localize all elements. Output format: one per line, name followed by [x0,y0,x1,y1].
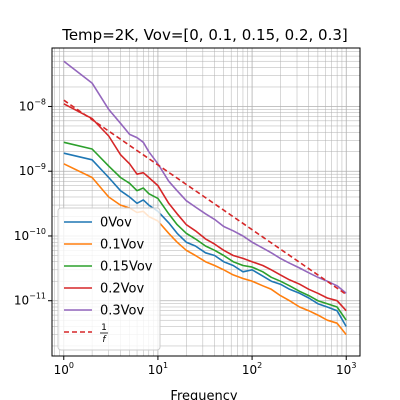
legend-label-2: 0.15Vov [100,260,153,275]
legend: 0Vov 0.1Vov 0.15Vov 0.2Vov 0.3Vov 1 f [57,207,161,351]
x-tick-label: 103 [336,361,356,377]
plot-frame [51,47,361,357]
series-line-2 [63,141,347,321]
plot-lines [63,60,347,336]
series-line-3 [63,103,347,312]
chart-title: Temp=2K, Vov=[0, 0.1, 0.15, 0.2, 0.3] [61,26,348,44]
legend-label-1: 0.1Vov [100,238,145,253]
legend-label-4: 0.3Vov [100,304,145,319]
x-axis-label: Frequency [170,389,237,400]
legend-label-numerator: 1 [101,323,107,333]
x-tick-label: 102 [242,361,262,377]
x-tick-label: 101 [148,361,168,377]
y-tick-label: 10−9 [19,162,46,178]
legend-label-0: 0Vov [100,216,132,231]
series-line-4 [63,60,347,294]
x-tick-label: 100 [54,361,74,377]
y-tick-label: 10−8 [19,97,46,113]
legend-label-denominator: f [102,335,107,345]
y-tick-label: 10−11 [14,292,46,308]
y-tick-label: 10−10 [14,227,46,243]
x-axis-ticks: 100 101 102 103 [54,356,356,377]
legend-label-3: 0.2Vov [100,282,145,297]
series-line-5 [63,99,347,296]
series-line-0 [63,152,347,327]
y-axis-ticks: 10−11 10−10 10−9 10−8 [14,97,52,308]
